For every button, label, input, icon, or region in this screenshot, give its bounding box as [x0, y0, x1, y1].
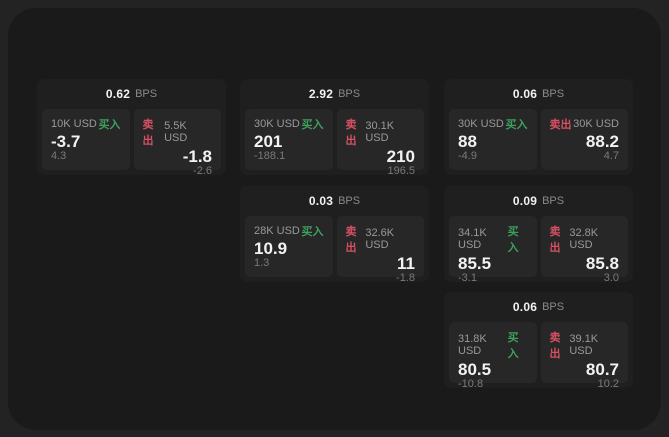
sell-tag: 卖出 [345, 119, 357, 147]
quote-card[interactable]: 2.92 BPS 30K USD 买入 201 -188.1 卖出 30.1K … [240, 79, 429, 177]
sell-delta: 3.0 [603, 272, 619, 284]
sell-tag: 卖出 [549, 226, 561, 254]
buy-tag: 买入 [301, 226, 324, 238]
sell-quote: 11 [397, 254, 415, 273]
buy-tile[interactable]: 30K USD 买入 201 -188.1 [245, 109, 333, 170]
sell-tile[interactable]: 卖出 32.6K USD 11 -1.8 [336, 216, 424, 284]
bps-header: 0.06 BPS [444, 79, 633, 109]
quote-card[interactable]: 0.62 BPS 10K USD 买入 -3.7 4.3 卖出 5.5K USD… [37, 79, 226, 177]
sell-tile[interactable]: 卖出 32.8K USD 85.8 3.0 [540, 216, 628, 284]
sell-amount: 32.6K USD [365, 227, 395, 251]
sell-quote: 88.2 [585, 131, 619, 151]
sell-tag: 卖出 [549, 332, 561, 360]
buy-tag: 买入 [301, 119, 324, 131]
bps-header: 0.06 BPS [444, 292, 633, 322]
bps-value: 0.09 [512, 194, 538, 208]
sell-tile[interactable]: 卖出 30K USD 88.2 4.7 [540, 109, 628, 170]
bps-value: 0.06 [512, 300, 538, 314]
bps-unit: BPS [542, 301, 565, 313]
buy-tag: 买入 [505, 119, 528, 131]
sell-quote: 85.8 [585, 254, 619, 273]
bps-value: 0.06 [512, 87, 538, 101]
sell-amount: 39.1K USD [569, 333, 599, 357]
buy-amount: 34.1K USD [458, 227, 487, 251]
bps-unit: BPS [135, 88, 158, 100]
sell-tile[interactable]: 卖出 39.1K USD 80.7 10.2 [540, 322, 628, 390]
sell-amount: 30K USD [573, 118, 619, 130]
sell-tag: 卖出 [142, 119, 154, 147]
buy-quote: -3.7 [51, 131, 81, 151]
bps-unit: BPS [542, 88, 565, 100]
sell-delta: 4.7 [603, 150, 619, 162]
buy-tile[interactable]: 10K USD 买入 -3.7 4.3 [42, 109, 130, 170]
buy-amount: 30K USD [254, 118, 300, 130]
sell-amount: 30.1K USD [365, 120, 395, 144]
buy-amount: 10K USD [51, 118, 97, 130]
bps-header: 0.03 BPS [240, 186, 429, 216]
sell-delta: 196.5 [387, 165, 415, 177]
bps-header: 0.09 BPS [444, 186, 633, 216]
buy-quote: 10.9 [254, 238, 288, 258]
buy-delta: 4.3 [51, 150, 67, 162]
buy-delta: 1.3 [254, 257, 270, 269]
bps-unit: BPS [338, 88, 361, 100]
buy-delta: -3.1 [458, 272, 477, 284]
buy-tile[interactable]: 34.1K USD 买入 85.5 -3.1 [449, 216, 537, 284]
bps-value: 0.62 [105, 87, 131, 101]
bps-unit: BPS [542, 195, 565, 207]
quote-card[interactable]: 0.03 BPS 28K USD 买入 10.9 1.3 卖出 32.6K US… [240, 186, 429, 284]
quote-card[interactable]: 0.09 BPS 34.1K USD 买入 85.5 -3.1 卖出 32.8K… [444, 186, 633, 284]
buy-amount: 31.8K USD [458, 333, 487, 357]
bps-header: 0.62 BPS [37, 79, 226, 109]
buy-tile[interactable]: 30K USD 买入 88 -4.9 [449, 109, 537, 170]
sell-delta: -1.8 [396, 272, 415, 284]
buy-delta: -4.9 [458, 150, 477, 162]
quote-card[interactable]: 0.06 BPS 30K USD 买入 88 -4.9 卖出 30K USD 8… [444, 79, 633, 175]
sell-quote: 210 [386, 147, 415, 166]
bps-unit: BPS [338, 195, 361, 207]
sell-quote: -1.8 [182, 147, 212, 166]
bps-value: 0.03 [308, 194, 334, 208]
sell-amount: 5.5K USD [164, 120, 188, 144]
buy-tile[interactable]: 28K USD 买入 10.9 1.3 [245, 216, 333, 277]
buy-tile[interactable]: 31.8K USD 买入 80.5 -10.8 [449, 322, 537, 390]
buy-quote: 201 [254, 131, 283, 151]
buy-delta: -188.1 [254, 150, 286, 162]
buy-tag: 买入 [98, 119, 121, 131]
sell-amount: 32.8K USD [569, 227, 599, 251]
sell-tile[interactable]: 卖出 5.5K USD -1.8 -2.6 [133, 109, 221, 177]
buy-tag: 买入 [507, 226, 519, 254]
sell-tag: 卖出 [549, 119, 572, 131]
buy-quote: 85.5 [458, 254, 492, 273]
bps-value: 2.92 [308, 87, 334, 101]
sell-quote: 80.7 [585, 360, 619, 379]
sell-tile[interactable]: 卖出 30.1K USD 210 196.5 [336, 109, 424, 177]
sell-delta: 10.2 [597, 378, 619, 390]
sell-delta: -2.6 [193, 165, 212, 177]
sell-tag: 卖出 [345, 226, 357, 254]
buy-amount: 30K USD [458, 118, 504, 130]
bps-header: 2.92 BPS [240, 79, 429, 109]
buy-quote: 80.5 [458, 360, 492, 379]
buy-tag: 买入 [507, 332, 519, 360]
buy-quote: 88 [458, 131, 477, 151]
buy-amount: 28K USD [254, 225, 300, 237]
quote-card[interactable]: 0.06 BPS 31.8K USD 买入 80.5 -10.8 卖出 39.1… [444, 292, 633, 390]
buy-delta: -10.8 [458, 378, 484, 390]
